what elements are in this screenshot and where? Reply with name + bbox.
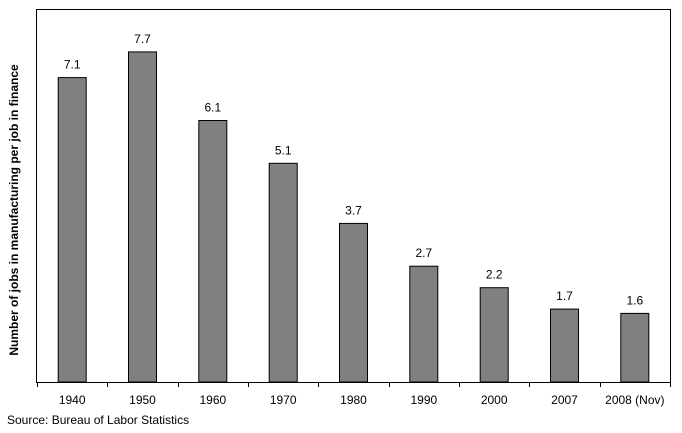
x-ticks-group: [37, 382, 671, 387]
y-axis-label: Number of jobs in manufacturing per job …: [7, 64, 21, 356]
bars-group: [57, 51, 650, 383]
value-label: 1.7: [556, 289, 573, 303]
bar-1960: [198, 120, 228, 383]
x-tick-label: 1980: [340, 393, 367, 407]
value-labels-group: 7.1 7.7 6.1 5.1 3.7 2.7 2.2 1.7 1.6: [64, 32, 644, 307]
value-label: 5.1: [275, 143, 292, 157]
x-tick-label: 1940: [59, 393, 86, 407]
bar-1980: [339, 222, 368, 383]
value-label: 7.1: [64, 58, 81, 72]
value-label: 6.1: [204, 101, 221, 115]
bar-2008-nov: [620, 312, 650, 383]
x-tick-label: 2008 (Nov): [605, 393, 664, 407]
value-label: 7.7: [134, 32, 151, 46]
bar-1940: [57, 77, 87, 383]
value-label: 2.7: [415, 246, 432, 260]
x-tick-label: 1950: [129, 393, 156, 407]
x-tick-label: 1960: [199, 393, 226, 407]
bar-1990: [409, 265, 439, 383]
source-note: Source: Bureau of Labor Statistics: [7, 413, 190, 427]
x-tick-labels-group: 1940 1950 1960 1970 1980 1990 2000 2007 2008 (No…: [59, 393, 665, 407]
value-label: 3.7: [345, 203, 362, 217]
bar-1950: [128, 51, 157, 383]
x-tick-label: 1990: [410, 393, 437, 407]
x-tick-label: 2007: [551, 393, 578, 407]
bar-2007: [550, 308, 579, 383]
value-label: 2.2: [486, 268, 503, 282]
value-label: 1.6: [626, 293, 643, 307]
x-tick-label: 2000: [481, 393, 508, 407]
bar-2000: [479, 287, 509, 383]
bar-1970: [268, 162, 298, 383]
x-tick-label: 1970: [270, 393, 297, 407]
